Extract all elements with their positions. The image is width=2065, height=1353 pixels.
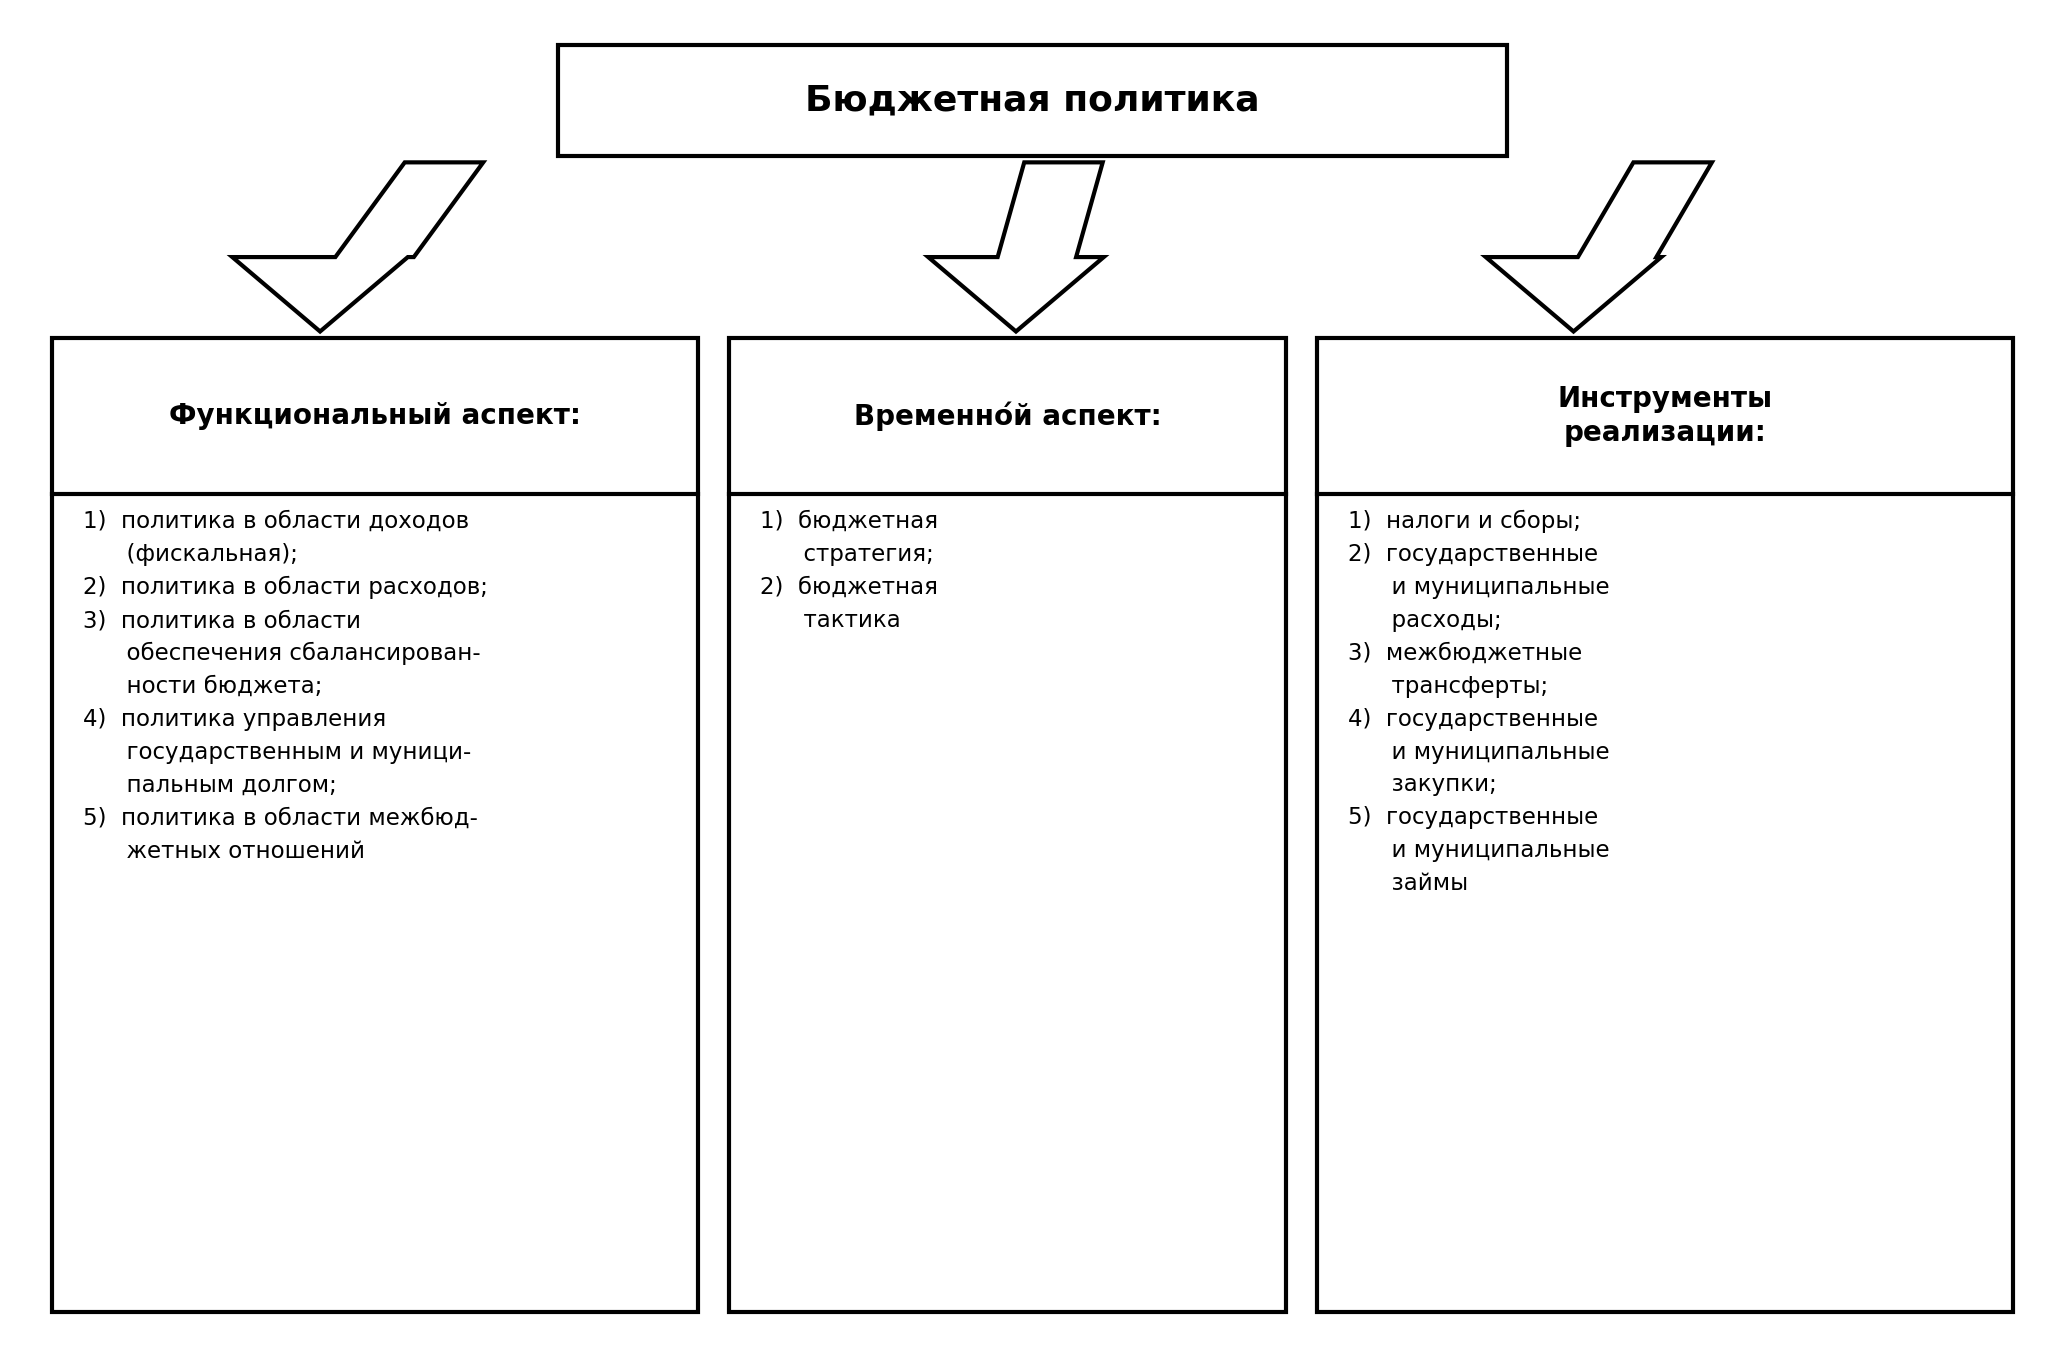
Polygon shape [231,162,483,331]
Text: 1)  политика в области доходов
      (фискальная);
2)  политика в области расход: 1) политика в области доходов (фискальна… [83,510,487,863]
Bar [558,45,1507,156]
Bar [1317,338,2013,1312]
Polygon shape [929,162,1103,331]
Bar [729,338,1286,1312]
Text: 1)  бюджетная
      стратегия;
2)  бюджетная
      тактика: 1) бюджетная стратегия; 2) бюджетная так… [760,510,938,632]
Bar [52,338,698,1312]
Text: Бюджетная политика: Бюджетная политика [805,83,1260,118]
Text: Функциональный аспект:: Функциональный аспект: [169,402,580,430]
Text: Инструменты
реализации:: Инструменты реализации: [1557,384,1774,448]
Text: 1)  налоги и сборы;
2)  государственные
      и муниципальные
      расходы;
3) : 1) налоги и сборы; 2) государственные и … [1348,510,1611,896]
Text: Временно́й аспект:: Временно́й аспект: [853,402,1163,430]
Polygon shape [1487,162,1712,331]
